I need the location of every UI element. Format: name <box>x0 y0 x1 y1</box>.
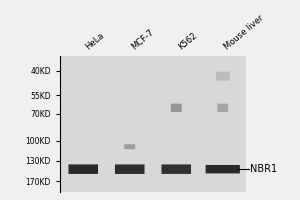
FancyBboxPatch shape <box>124 144 135 149</box>
FancyBboxPatch shape <box>115 164 145 174</box>
FancyBboxPatch shape <box>216 72 230 81</box>
FancyBboxPatch shape <box>217 104 228 112</box>
FancyBboxPatch shape <box>171 104 182 112</box>
FancyBboxPatch shape <box>161 164 191 174</box>
FancyBboxPatch shape <box>206 165 240 173</box>
Text: NBR1: NBR1 <box>250 164 277 174</box>
FancyBboxPatch shape <box>68 164 98 174</box>
